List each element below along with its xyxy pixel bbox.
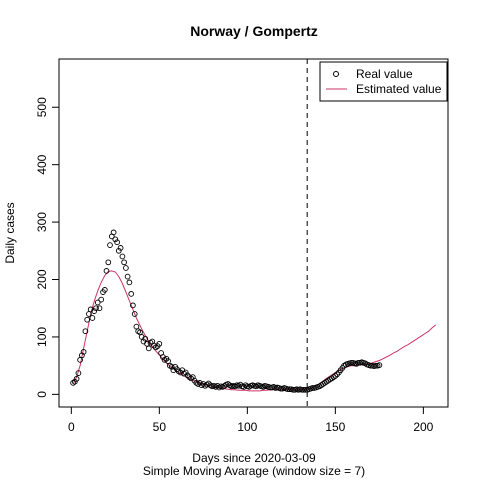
data-point-real [334,371,340,378]
data-point-real [300,386,307,393]
data-point-real [96,305,103,312]
data-point-real [73,376,80,382]
data-point-real [71,378,78,385]
legend-label-real: Real value [356,67,413,81]
series-line-estimated [72,270,437,392]
data-point-real [117,245,124,251]
data-point-real [84,316,91,323]
data-point-real [142,335,149,342]
data-point-real [121,259,127,266]
x-tick-label: 100 [237,420,257,434]
data-point-real [115,247,122,254]
data-point-real [290,386,296,393]
data-point-real [130,302,136,309]
x-tick-label: 200 [413,420,433,434]
data-point-real [94,299,101,306]
x-tick-label: 150 [325,420,345,434]
data-point-real [277,385,284,392]
y-tick-label: 200 [35,269,49,289]
data-point-real [184,372,191,379]
data-point-real [110,229,117,236]
data-point-real [151,342,157,349]
chart-title: Norway / Gompertz [190,23,318,39]
data-point-real [156,340,163,347]
data-point-real [168,363,175,370]
data-point-real [126,279,133,286]
series-layer [70,229,437,393]
legend-box [319,61,448,102]
data-point-real [240,384,247,390]
data-point-real [355,359,362,366]
x-tick-label: 50 [153,420,167,434]
x-tick-label: 0 [68,420,75,434]
data-point-real [267,384,274,391]
y-tick-label: 400 [35,154,49,174]
data-point-real [309,385,316,391]
x-axis: 0 50 100 150 200 [68,406,434,434]
data-point-real [101,287,108,293]
y-tick-label: 100 [35,327,49,347]
data-point-real [112,236,119,243]
data-point-real [98,296,105,303]
data-point-real [372,362,379,369]
data-point-real [348,359,355,366]
y-axis-label: Daily cases [3,202,17,263]
data-point-real [80,349,87,355]
y-tick-label: 0 [35,391,49,398]
data-point-real [107,242,113,248]
legend-label-estimated: Estimated value [356,82,442,96]
data-point-real [123,265,129,271]
data-point-real [376,362,383,368]
data-point-real [214,382,221,389]
legend: Real value Estimated value [319,61,448,102]
data-point-real [114,239,120,246]
data-point-real [302,386,309,393]
data-point-real [87,306,94,313]
data-point-real [105,259,112,266]
chart-subtitle: Simple Moving Avarage (window size = 7) [143,464,365,478]
y-tick-label: 300 [35,212,49,232]
data-point-real [75,370,82,376]
data-point-real [145,345,152,352]
data-point-real [182,369,189,376]
y-tick-label: 500 [35,97,49,117]
data-point-real [131,311,138,317]
data-point-real [200,381,207,387]
data-point-real [284,386,291,393]
data-point-real [205,380,212,387]
data-point-real [82,328,89,335]
data-point-real [91,308,98,314]
y-axis: 0 100 200 300 400 500 [35,97,60,398]
data-point-real [79,352,85,359]
data-point-real [286,386,293,393]
data-point-real [128,291,135,297]
data-point-real [332,373,339,379]
data-point-real [103,268,110,274]
data-point-real [124,273,131,280]
data-point-real [89,315,96,321]
legend-marker-real [333,71,339,77]
data-point-real [299,386,305,393]
data-point-real [189,374,196,380]
x-axis-label: Days since 2020-03-09 [192,451,316,465]
data-point-real [119,253,126,260]
data-point-real [93,305,99,312]
